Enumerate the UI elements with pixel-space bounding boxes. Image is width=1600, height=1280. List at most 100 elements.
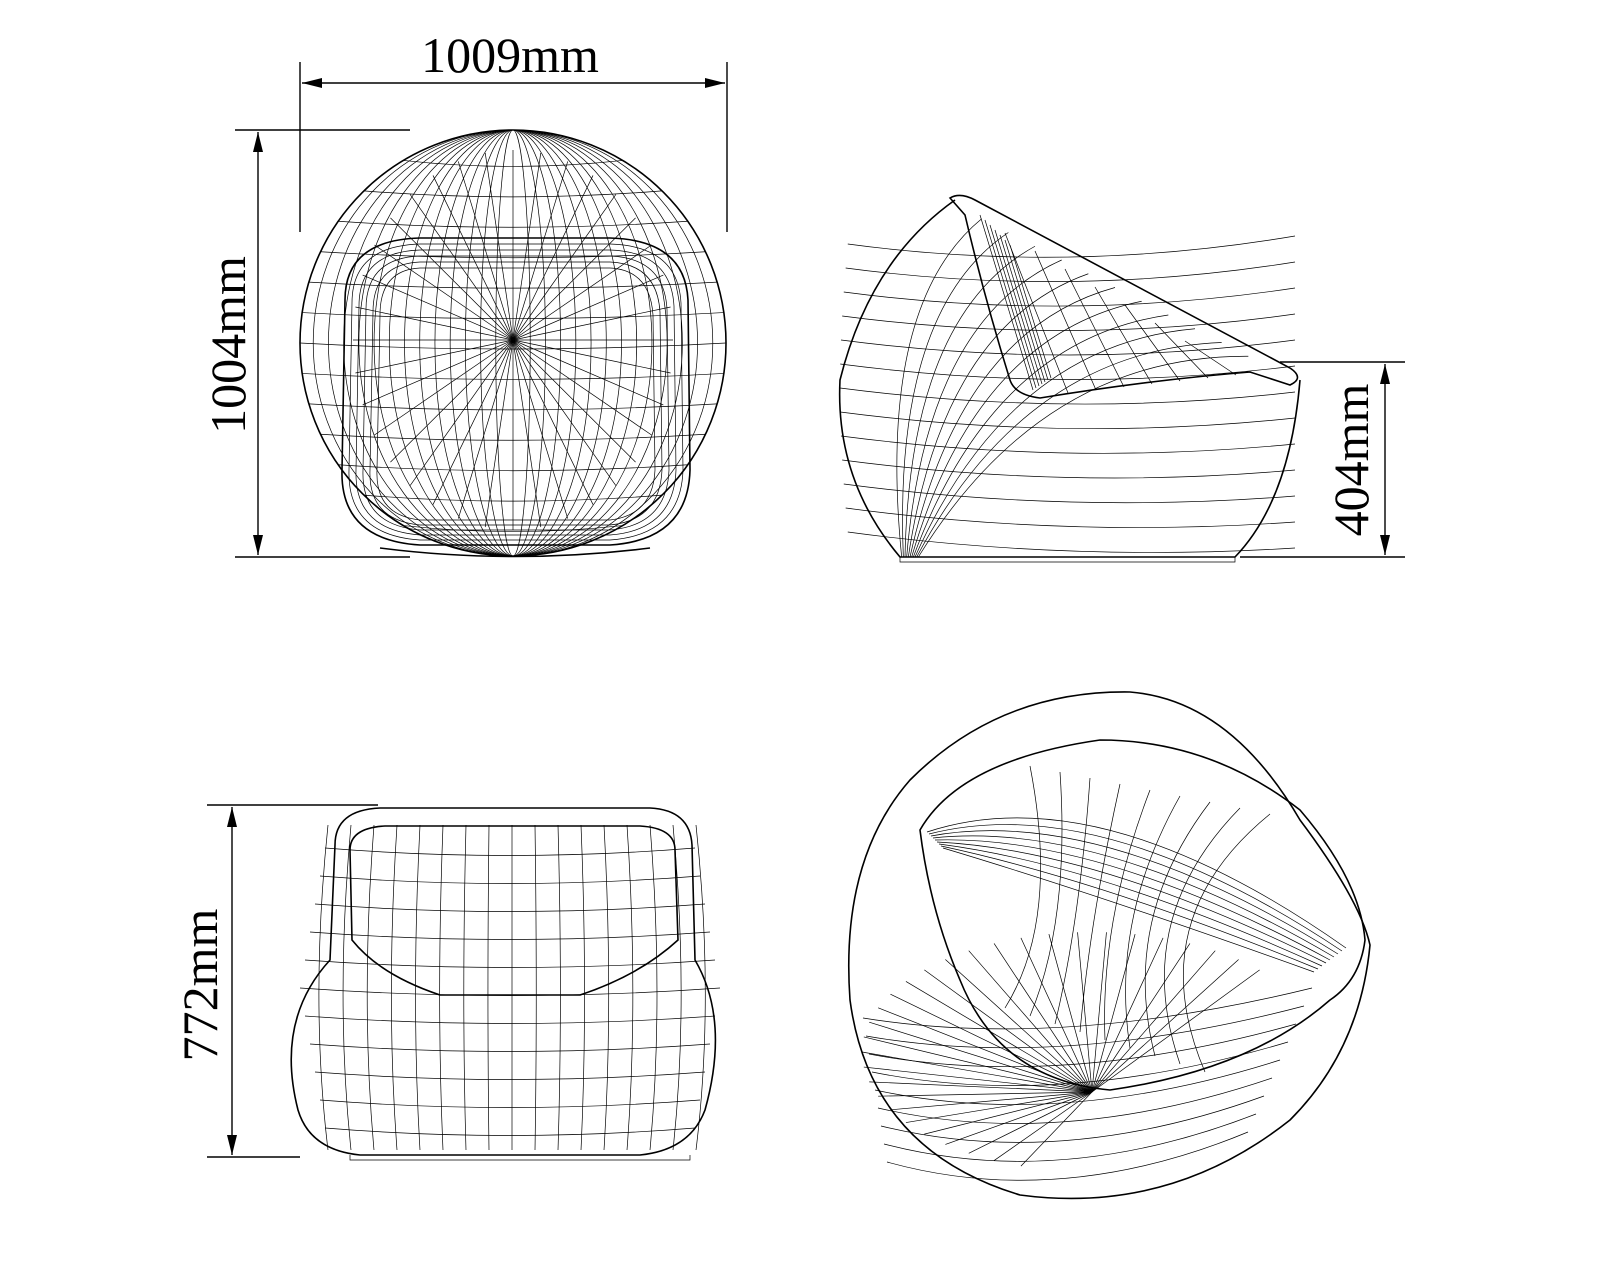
radial-line (374, 244, 514, 341)
wire-line (840, 339, 1296, 356)
wire-line (916, 342, 1222, 558)
shell-outline (847, 691, 1371, 1200)
wire-line (886, 1131, 1249, 1181)
wire-line (913, 314, 1169, 558)
seat-interior (349, 825, 679, 996)
wire-line (840, 411, 1296, 430)
wire-line (626, 824, 634, 1151)
wire-line (842, 459, 1296, 479)
radial-line (863, 1036, 1093, 1093)
wire-line (918, 355, 1249, 558)
wire-line (391, 824, 398, 1151)
radial-line (945, 959, 1093, 1093)
radial-line (512, 339, 636, 463)
radial-line (484, 152, 514, 341)
wire-line (355, 249, 677, 536)
wire-line (1079, 783, 1121, 1033)
radial-line (374, 339, 514, 436)
wire-line (309, 931, 711, 940)
radial-line (1091, 937, 1164, 1093)
wire-line (1009, 244, 1237, 379)
wire-line (672, 824, 682, 1151)
wire-line (318, 824, 329, 1151)
wire-line (932, 835, 1335, 958)
wire-line (989, 224, 1125, 388)
radial-line (905, 981, 1093, 1093)
wire-line (936, 841, 1327, 964)
wire-line (880, 1095, 1265, 1143)
perspective-view (847, 691, 1371, 1200)
wire-line (1182, 813, 1271, 1073)
radial-line (993, 1091, 1093, 1161)
wire-line (845, 261, 1296, 282)
wire-line (309, 1043, 711, 1052)
front-view (299, 129, 727, 558)
wire-line (842, 313, 1296, 331)
wire-line (1104, 789, 1151, 1041)
width-dimension-label: 1009mm (421, 27, 599, 83)
radial-line (512, 339, 671, 374)
wire-line (868, 1023, 1297, 1068)
wire-line (904, 245, 1036, 558)
wire-line (934, 839, 1331, 961)
wire-line (979, 214, 1069, 394)
wire-line (314, 903, 706, 912)
side-view (838, 194, 1301, 563)
radial-line (512, 161, 569, 341)
wire-line (1144, 801, 1211, 1057)
wire-line (304, 959, 716, 968)
radial-line (1091, 969, 1260, 1093)
radial-line (512, 339, 664, 406)
wire-line (907, 273, 1089, 558)
seat-cushion (341, 237, 691, 546)
radial-line (409, 194, 514, 341)
radial-line (355, 339, 514, 374)
wire-line (845, 507, 1296, 528)
wire-line (839, 387, 1296, 405)
wire-line (403, 525, 623, 532)
radial-line (1020, 1091, 1093, 1167)
wire-line (324, 1127, 696, 1136)
radial-line (355, 306, 514, 341)
seat-rim (919, 739, 1366, 1091)
radial-line (968, 950, 1093, 1093)
radial-line (878, 1091, 1093, 1097)
radial-line (512, 175, 594, 341)
wire-line (999, 234, 1181, 383)
radial-line (484, 339, 514, 528)
radial-line (457, 339, 514, 519)
radial-line (512, 244, 652, 341)
radial-line (512, 339, 542, 528)
radial-line (878, 1007, 1093, 1093)
radial-line (863, 1066, 1093, 1093)
seat-height-dimension: 404mm (1240, 361, 1405, 558)
depth-dimension-label: 772mm (172, 909, 228, 1062)
radial-line (861, 1051, 1093, 1093)
radial-line (924, 969, 1093, 1093)
wire-line (911, 300, 1142, 558)
wire-line (366, 824, 375, 1151)
radial-line (1091, 934, 1136, 1093)
wire-line (874, 1059, 1281, 1105)
radial-line (890, 993, 1093, 1093)
radial-line (1091, 932, 1107, 1093)
wire-line (319, 1099, 701, 1108)
wire-line (847, 235, 1296, 258)
radial-line (457, 161, 514, 341)
wire-line (840, 363, 1296, 380)
base-line (379, 547, 651, 558)
radial-line (1091, 943, 1191, 1093)
wire-line (348, 243, 684, 541)
wire-line (649, 824, 658, 1151)
wire-line (1054, 777, 1091, 1025)
radial-line (390, 339, 514, 463)
wire-line (362, 255, 670, 531)
radial-line (512, 339, 594, 505)
wire-line (487, 824, 490, 1151)
wire-line (369, 261, 663, 526)
radial-line (432, 175, 514, 341)
wire-line (439, 824, 444, 1151)
wire-line (940, 845, 1319, 970)
wire-line (930, 830, 1339, 955)
